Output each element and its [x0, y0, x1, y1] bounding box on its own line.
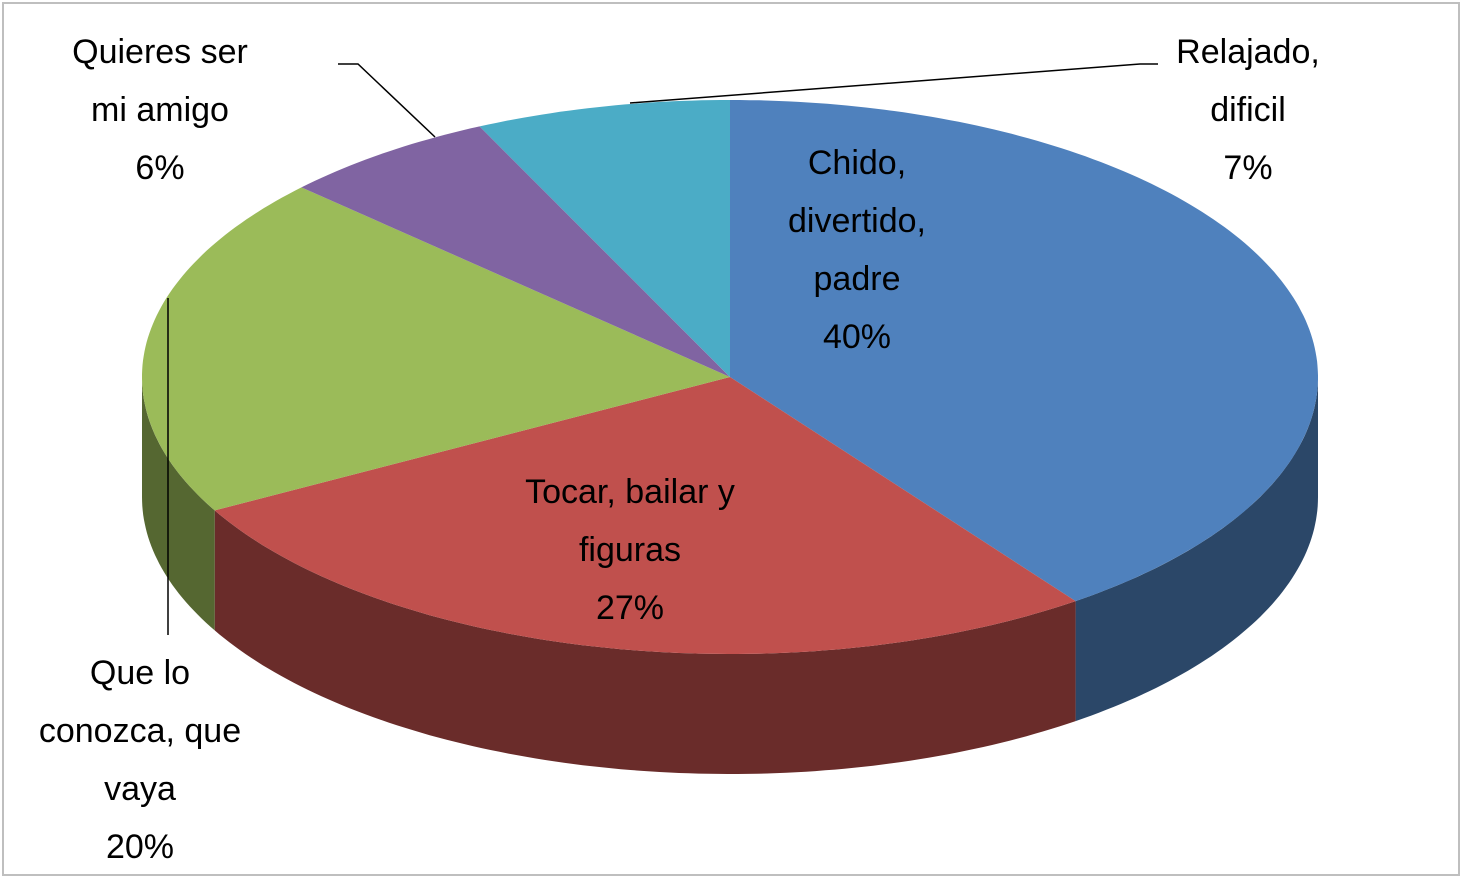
pie-slice: [142, 187, 730, 511]
leader-line: [629, 63, 1158, 104]
value-label: 6%: [135, 149, 185, 187]
slice-label: Quieres ser mi amigo 6%: [50, 23, 270, 197]
value-label: 27%: [595, 589, 665, 627]
slice-label: Relajado, dificil 7%: [1148, 23, 1348, 197]
value-label: 40%: [822, 318, 892, 356]
pie-slice: [479, 100, 730, 377]
category-label: Tocar, bailar y figuras: [525, 473, 735, 569]
category-label: Chido, divertido, padre: [788, 144, 926, 298]
leader-lines: [167, 63, 1158, 635]
pie-side: [142, 377, 215, 631]
category-label: Quieres ser mi amigo: [72, 33, 248, 129]
slice-label: Tocar, bailar y figuras 27%: [480, 463, 780, 637]
category-label: Que lo conozca, que vaya: [38, 654, 242, 808]
pie-side: [1075, 377, 1318, 722]
pie-side: [214, 510, 1076, 774]
leader-line: [338, 63, 436, 138]
category-label: Relajado, dificil: [1176, 33, 1320, 129]
value-label: 20%: [105, 828, 175, 866]
slice-label: Que lo conozca, que vaya 20%: [20, 644, 260, 876]
pie-tops: [142, 100, 1318, 654]
pie-slice: [301, 126, 730, 378]
value-label: 7%: [1223, 149, 1273, 187]
pie-slice: [730, 100, 1318, 602]
pie-sides: [142, 377, 1318, 774]
slice-label: Chido, divertido, padre 40%: [747, 134, 967, 366]
pie-slice: [214, 377, 1076, 654]
